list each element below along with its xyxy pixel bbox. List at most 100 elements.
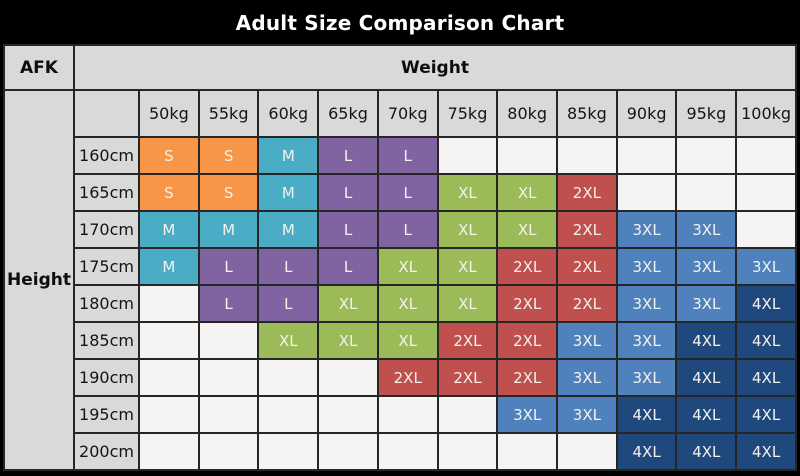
- size-cell: [735, 173, 797, 212]
- size-comparison-table: AFK Weight Height 50kg 55kg 60kg 65kg 70kg 75kg 8…: [3, 44, 797, 471]
- size-cell: 4XL: [615, 395, 678, 434]
- size-cell: S: [197, 173, 260, 212]
- size-cell: 2XL: [496, 321, 559, 360]
- col-header-weight: 75kg: [436, 89, 499, 138]
- row-header-height: 180cm: [73, 284, 140, 323]
- row-header-height: 185cm: [73, 321, 140, 360]
- size-cell: L: [197, 247, 260, 286]
- col-header-weight: 95kg: [675, 89, 738, 138]
- size-cell: XL: [436, 247, 499, 286]
- size-cell: [376, 432, 439, 471]
- size-cell: [436, 432, 499, 471]
- size-cell: 2XL: [556, 210, 618, 249]
- col-header-weight: 85kg: [556, 89, 618, 138]
- size-cell: 3XL: [675, 284, 738, 323]
- size-cell: 2XL: [496, 358, 559, 397]
- table-row: 170cm M M M L L XL XL 2XL 3XL 3XL: [4, 210, 797, 249]
- size-cell: 3XL: [615, 284, 678, 323]
- size-cell: 4XL: [675, 432, 738, 471]
- size-cell: [317, 358, 379, 397]
- size-cell: 4XL: [675, 321, 738, 360]
- size-cell: 2XL: [376, 358, 439, 397]
- size-cell: [197, 432, 260, 471]
- size-cell: XL: [376, 321, 439, 360]
- col-header-weight: 65kg: [317, 89, 379, 138]
- size-cell: 2XL: [496, 284, 559, 323]
- size-cell: S: [138, 136, 200, 175]
- size-cell: [436, 395, 499, 434]
- size-cell: XL: [496, 210, 559, 249]
- size-cell: [138, 395, 200, 434]
- blank-corner-cell: [73, 89, 140, 138]
- page-title: Adult Size Comparison Chart: [235, 11, 565, 35]
- size-cell: 4XL: [735, 321, 797, 360]
- size-cell: XL: [496, 173, 559, 212]
- size-cell: 2XL: [436, 321, 499, 360]
- size-cell: M: [197, 210, 260, 249]
- size-cell: L: [317, 210, 379, 249]
- size-cell: [436, 136, 499, 175]
- size-cell: XL: [317, 321, 379, 360]
- size-cell: 3XL: [675, 247, 738, 286]
- col-header-weight: 90kg: [615, 89, 678, 138]
- table-row: 160cm S S M L L: [4, 136, 797, 175]
- size-cell: 3XL: [556, 395, 618, 434]
- size-cell: [735, 210, 797, 249]
- col-header-weight: 100kg: [735, 89, 797, 138]
- size-cell: M: [257, 173, 320, 212]
- size-cell: XL: [376, 247, 439, 286]
- col-header-weight: 60kg: [257, 89, 320, 138]
- size-cell: S: [138, 173, 200, 212]
- size-cell: [675, 173, 738, 212]
- size-cell: 2XL: [556, 173, 618, 212]
- size-cell: L: [317, 173, 379, 212]
- size-cell: 2XL: [436, 358, 499, 397]
- size-cell: L: [376, 173, 439, 212]
- size-cell: 4XL: [615, 432, 678, 471]
- col-header-weight: 70kg: [376, 89, 439, 138]
- size-cell: [615, 173, 678, 212]
- size-cell: XL: [257, 321, 320, 360]
- size-cell: 3XL: [615, 321, 678, 360]
- corner-cell-afk: AFK: [3, 44, 75, 91]
- size-cell: 4XL: [735, 395, 797, 434]
- size-cell: 3XL: [675, 210, 738, 249]
- size-cell: L: [317, 247, 379, 286]
- size-cell: L: [257, 247, 320, 286]
- size-cell: L: [376, 136, 439, 175]
- size-cell: [615, 136, 678, 175]
- size-cell: 3XL: [556, 358, 618, 397]
- size-cell: [556, 432, 618, 471]
- size-cell: S: [197, 136, 260, 175]
- table-row: 195cm 3XL 3XL 4XL 4XL 4XL: [4, 395, 797, 434]
- size-cell: [496, 432, 559, 471]
- size-cell: XL: [317, 284, 379, 323]
- size-cell: XL: [436, 210, 499, 249]
- col-header-weight: 50kg: [138, 89, 200, 138]
- size-cell: XL: [376, 284, 439, 323]
- size-cell: 2XL: [556, 284, 618, 323]
- col-header-weight: 80kg: [496, 89, 559, 138]
- size-cell: [496, 136, 559, 175]
- row-header-height: 165cm: [73, 173, 140, 212]
- table-row: 180cm L L XL XL XL 2XL 2XL 3XL 3XL 4XL: [4, 284, 797, 323]
- size-cell: [257, 395, 320, 434]
- size-cell: [138, 358, 200, 397]
- size-cell: L: [257, 284, 320, 323]
- size-cell: M: [257, 136, 320, 175]
- size-cell: M: [257, 210, 320, 249]
- row-header-height: 170cm: [73, 210, 140, 249]
- size-cell: 4XL: [675, 395, 738, 434]
- size-cell: [675, 136, 738, 175]
- size-cell: [735, 136, 797, 175]
- size-cell: M: [138, 210, 200, 249]
- size-cell: [197, 395, 260, 434]
- size-cell: [257, 358, 320, 397]
- size-cell: 3XL: [735, 247, 797, 286]
- table-row: 165cm S S M L L XL XL 2XL: [4, 173, 797, 212]
- table-row: 200cm 4XL 4XL 4XL: [4, 432, 797, 471]
- size-cell: XL: [436, 284, 499, 323]
- row-header-height: 190cm: [73, 358, 140, 397]
- size-cell: [197, 358, 260, 397]
